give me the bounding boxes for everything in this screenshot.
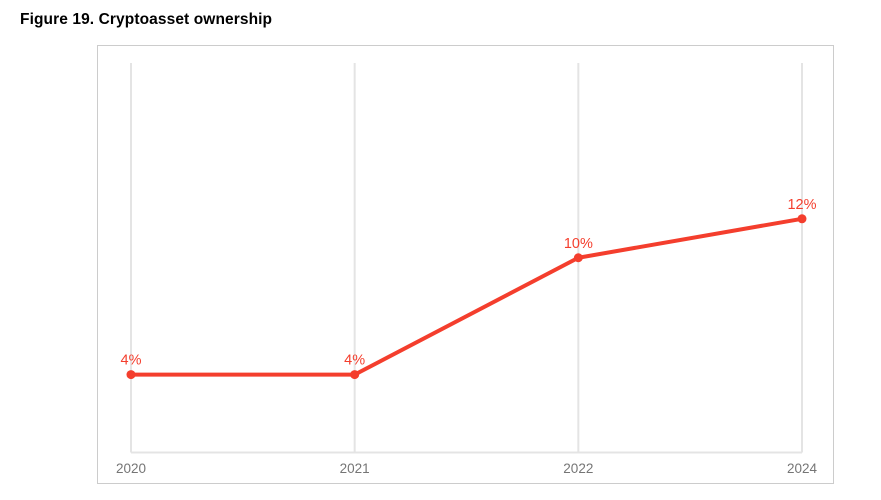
chart-frame: 4% 4% 10% 12% 2020 2021 2022 2024 <box>97 45 834 484</box>
x-tick-label-2021: 2021 <box>340 461 370 476</box>
data-label-2021: 4% <box>344 353 365 369</box>
data-label-2020: 4% <box>121 353 142 369</box>
series-line <box>129 216 804 377</box>
x-tick-label-2024: 2024 <box>787 461 818 476</box>
figure-title: Figure 19. Cryptoasset ownership <box>20 11 273 28</box>
data-label-2024: 12% <box>787 197 816 213</box>
line-chart: 4% 4% 10% 12% 2020 2021 2022 2024 <box>116 63 818 476</box>
data-point-2021 <box>350 370 360 380</box>
data-point-2020 <box>126 370 136 380</box>
data-label-2022: 10% <box>564 236 593 252</box>
x-tick-label-2020: 2020 <box>116 461 146 476</box>
data-point-2022 <box>573 253 583 263</box>
data-point-2024 <box>797 214 807 224</box>
x-tick-label-2022: 2022 <box>563 461 593 476</box>
